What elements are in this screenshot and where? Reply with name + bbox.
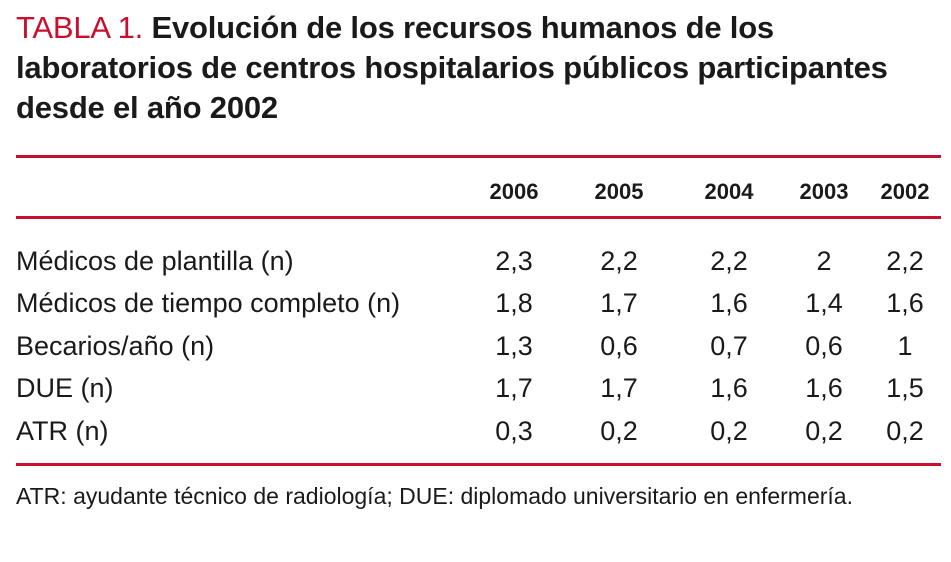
column-header: 2006 xyxy=(489,179,539,204)
row-label: Médicos de plantilla (n) xyxy=(16,246,294,276)
table-title: TABLA 1. Evolución de los recursos human… xyxy=(16,8,941,128)
table-header-row: 2006 2005 2004 2003 2002 xyxy=(16,174,941,210)
row-label: DUE (n) xyxy=(16,373,114,403)
table-row: DUE (n) 1,7 1,7 1,6 1,6 1,5 xyxy=(16,370,941,406)
table-cell: 1,6 xyxy=(710,288,748,318)
table-cell: 1,8 xyxy=(495,288,533,318)
table-cell: 2 xyxy=(816,246,832,276)
table-label: TABLA 1. xyxy=(16,10,144,45)
table-cell: 1 xyxy=(897,331,913,361)
column-header: 2004 xyxy=(704,179,754,204)
table-footnote: ATR: ayudante técnico de radiología; DUE… xyxy=(16,483,853,509)
column-header: 2002 xyxy=(880,179,930,204)
table-cell: 0,2 xyxy=(805,416,843,446)
table-cell: 1,6 xyxy=(710,373,748,403)
bottom-rule xyxy=(16,463,941,466)
table-cell: 0,3 xyxy=(495,416,533,446)
header-rule xyxy=(16,216,941,219)
top-rule xyxy=(16,155,941,158)
table-row: Becarios/año (n) 1,3 0,6 0,7 0,6 1 xyxy=(16,328,941,364)
table-cell: 1,7 xyxy=(495,373,533,403)
table-row: Médicos de tiempo completo (n) 1,8 1,7 1… xyxy=(16,285,941,321)
table-cell: 1,3 xyxy=(495,331,533,361)
column-header: 2005 xyxy=(594,179,644,204)
row-label: Médicos de tiempo completo (n) xyxy=(16,288,401,318)
table-cell: 1,7 xyxy=(600,288,638,318)
row-label: ATR (n) xyxy=(16,416,109,446)
table-cell: 1,4 xyxy=(805,288,843,318)
table-cell: 1,6 xyxy=(805,373,843,403)
table-cell: 2,2 xyxy=(600,246,638,276)
table-row: ATR (n) 0,3 0,2 0,2 0,2 0,2 xyxy=(16,413,941,449)
table-cell: 0,6 xyxy=(805,331,843,361)
table-cell: 0,2 xyxy=(600,416,638,446)
table-cell: 2,3 xyxy=(495,246,533,276)
column-header: 2003 xyxy=(799,179,849,204)
table-cell: 1,6 xyxy=(886,288,924,318)
table-cell: 1,5 xyxy=(886,373,924,403)
table-cell: 0,6 xyxy=(600,331,638,361)
table-title-text: Evolución de los recursos humanos de los… xyxy=(16,10,888,125)
table-cell: 2,2 xyxy=(710,246,748,276)
table-cell: 0,2 xyxy=(710,416,748,446)
table-cell: 0,2 xyxy=(886,416,924,446)
row-label: Becarios/año (n) xyxy=(16,331,215,361)
table-cell: 2,2 xyxy=(886,246,924,276)
table-cell: 0,7 xyxy=(710,331,748,361)
table-cell: 1,7 xyxy=(600,373,638,403)
table-row: Médicos de plantilla (n) 2,3 2,2 2,2 2 2… xyxy=(16,243,941,279)
